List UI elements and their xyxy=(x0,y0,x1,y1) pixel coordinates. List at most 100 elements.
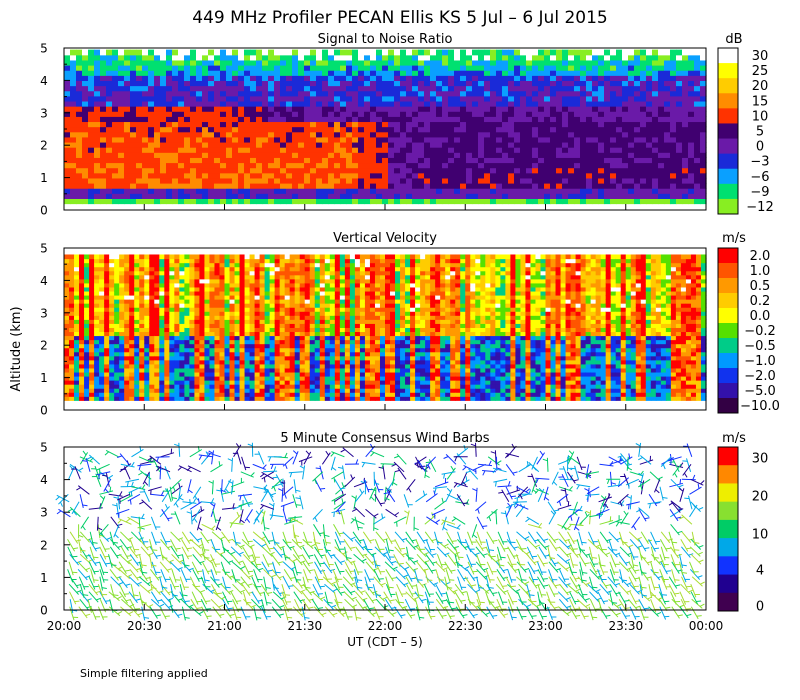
vv-cell xyxy=(149,367,155,373)
vv-cell xyxy=(114,274,120,280)
snr-cell xyxy=(130,183,137,189)
snr-cell xyxy=(292,198,299,205)
snr-cell xyxy=(118,147,125,153)
vv-cell xyxy=(229,262,236,268)
snr-cell xyxy=(508,172,515,179)
snr-cell xyxy=(136,147,143,153)
snr-cell xyxy=(676,54,683,61)
snr-cell xyxy=(574,54,581,61)
vv-cell xyxy=(249,363,256,369)
snr-cell xyxy=(676,100,683,107)
vv-cell xyxy=(109,347,115,353)
snr-cell xyxy=(604,54,611,61)
snr-cell xyxy=(70,75,77,81)
vv-cell xyxy=(184,331,190,337)
snr-cell xyxy=(466,85,473,92)
vv-cell xyxy=(139,262,145,268)
snr-cell xyxy=(568,116,575,123)
snr-cell xyxy=(400,177,407,184)
vv-cell xyxy=(199,384,206,389)
snr-cell xyxy=(322,131,329,138)
snr-cell xyxy=(472,70,479,76)
snr-cell xyxy=(514,85,521,92)
snr-cell xyxy=(142,157,149,164)
snr-cell xyxy=(340,54,347,61)
snr-cell xyxy=(580,59,587,66)
snr-cell xyxy=(664,198,671,205)
vv-cell xyxy=(134,282,140,288)
vv-cell xyxy=(229,270,236,276)
vv-cell xyxy=(234,371,241,377)
vv-cell xyxy=(199,347,206,353)
snr-cell xyxy=(448,59,455,66)
snr-cell xyxy=(256,193,263,199)
snr-cell xyxy=(244,162,251,169)
vv-cell xyxy=(109,323,115,328)
snr-cell xyxy=(472,106,479,112)
vv-cell xyxy=(164,254,170,260)
vv-cell xyxy=(164,384,170,389)
vv-cell xyxy=(159,384,165,389)
snr-cell xyxy=(406,59,413,66)
snr-cell xyxy=(412,65,419,71)
snr-cell xyxy=(136,106,143,112)
snr-cell xyxy=(580,136,587,143)
snr-cell xyxy=(412,75,419,81)
vv-cell xyxy=(144,335,150,341)
vv-cell xyxy=(209,396,216,401)
snr-cell xyxy=(142,100,149,107)
vv-cell xyxy=(84,371,90,377)
snr-cell xyxy=(682,131,689,138)
vv-cell xyxy=(89,396,95,401)
snr-cell xyxy=(298,188,305,194)
snr-cell xyxy=(154,54,161,61)
vv-cell xyxy=(284,347,291,353)
snr-cell xyxy=(502,141,509,148)
snr-cell xyxy=(688,49,695,56)
vv-cell xyxy=(159,347,165,353)
snr-cell xyxy=(562,188,569,194)
vv-cell xyxy=(294,347,301,353)
snr-cell xyxy=(244,85,251,92)
vv-cell xyxy=(234,380,241,385)
snr-cell xyxy=(394,80,401,87)
vv-cell xyxy=(149,396,155,401)
snr-cell xyxy=(460,126,467,133)
vv-cell xyxy=(304,282,311,288)
snr-cell xyxy=(334,95,341,102)
snr-cell xyxy=(160,193,167,199)
snr-cell xyxy=(172,80,179,87)
vv-cell xyxy=(149,290,155,296)
vv-cell xyxy=(104,371,110,377)
snr-cell xyxy=(70,188,77,194)
vv-cell xyxy=(169,258,175,264)
snr-cell xyxy=(466,177,473,184)
vv-cell xyxy=(69,294,75,300)
vv-cell xyxy=(299,392,306,397)
snr-cell xyxy=(190,141,197,148)
vv-cell xyxy=(69,299,75,304)
snr-cell xyxy=(544,59,551,66)
snr-cell xyxy=(262,188,269,194)
snr-cell xyxy=(658,162,665,169)
vv-cell xyxy=(289,371,296,377)
snr-cell xyxy=(310,95,317,102)
snr-cell xyxy=(418,167,425,174)
vv-cell xyxy=(229,347,236,353)
snr-cell xyxy=(628,121,635,128)
snr-cell xyxy=(238,100,245,107)
snr-cell xyxy=(532,162,539,169)
snr-cell xyxy=(622,188,629,194)
snr-cell xyxy=(130,100,137,107)
vv-cell xyxy=(229,266,236,272)
snr-cell xyxy=(316,152,323,158)
snr-cell xyxy=(172,59,179,66)
snr-cell xyxy=(448,90,455,97)
vv-cell xyxy=(124,290,130,296)
snr-cell xyxy=(604,147,611,153)
vv-cell xyxy=(234,270,241,276)
vv-cell xyxy=(154,343,160,349)
snr-cell xyxy=(550,131,557,138)
vv-cell xyxy=(219,266,226,272)
snr-cell xyxy=(358,188,365,194)
